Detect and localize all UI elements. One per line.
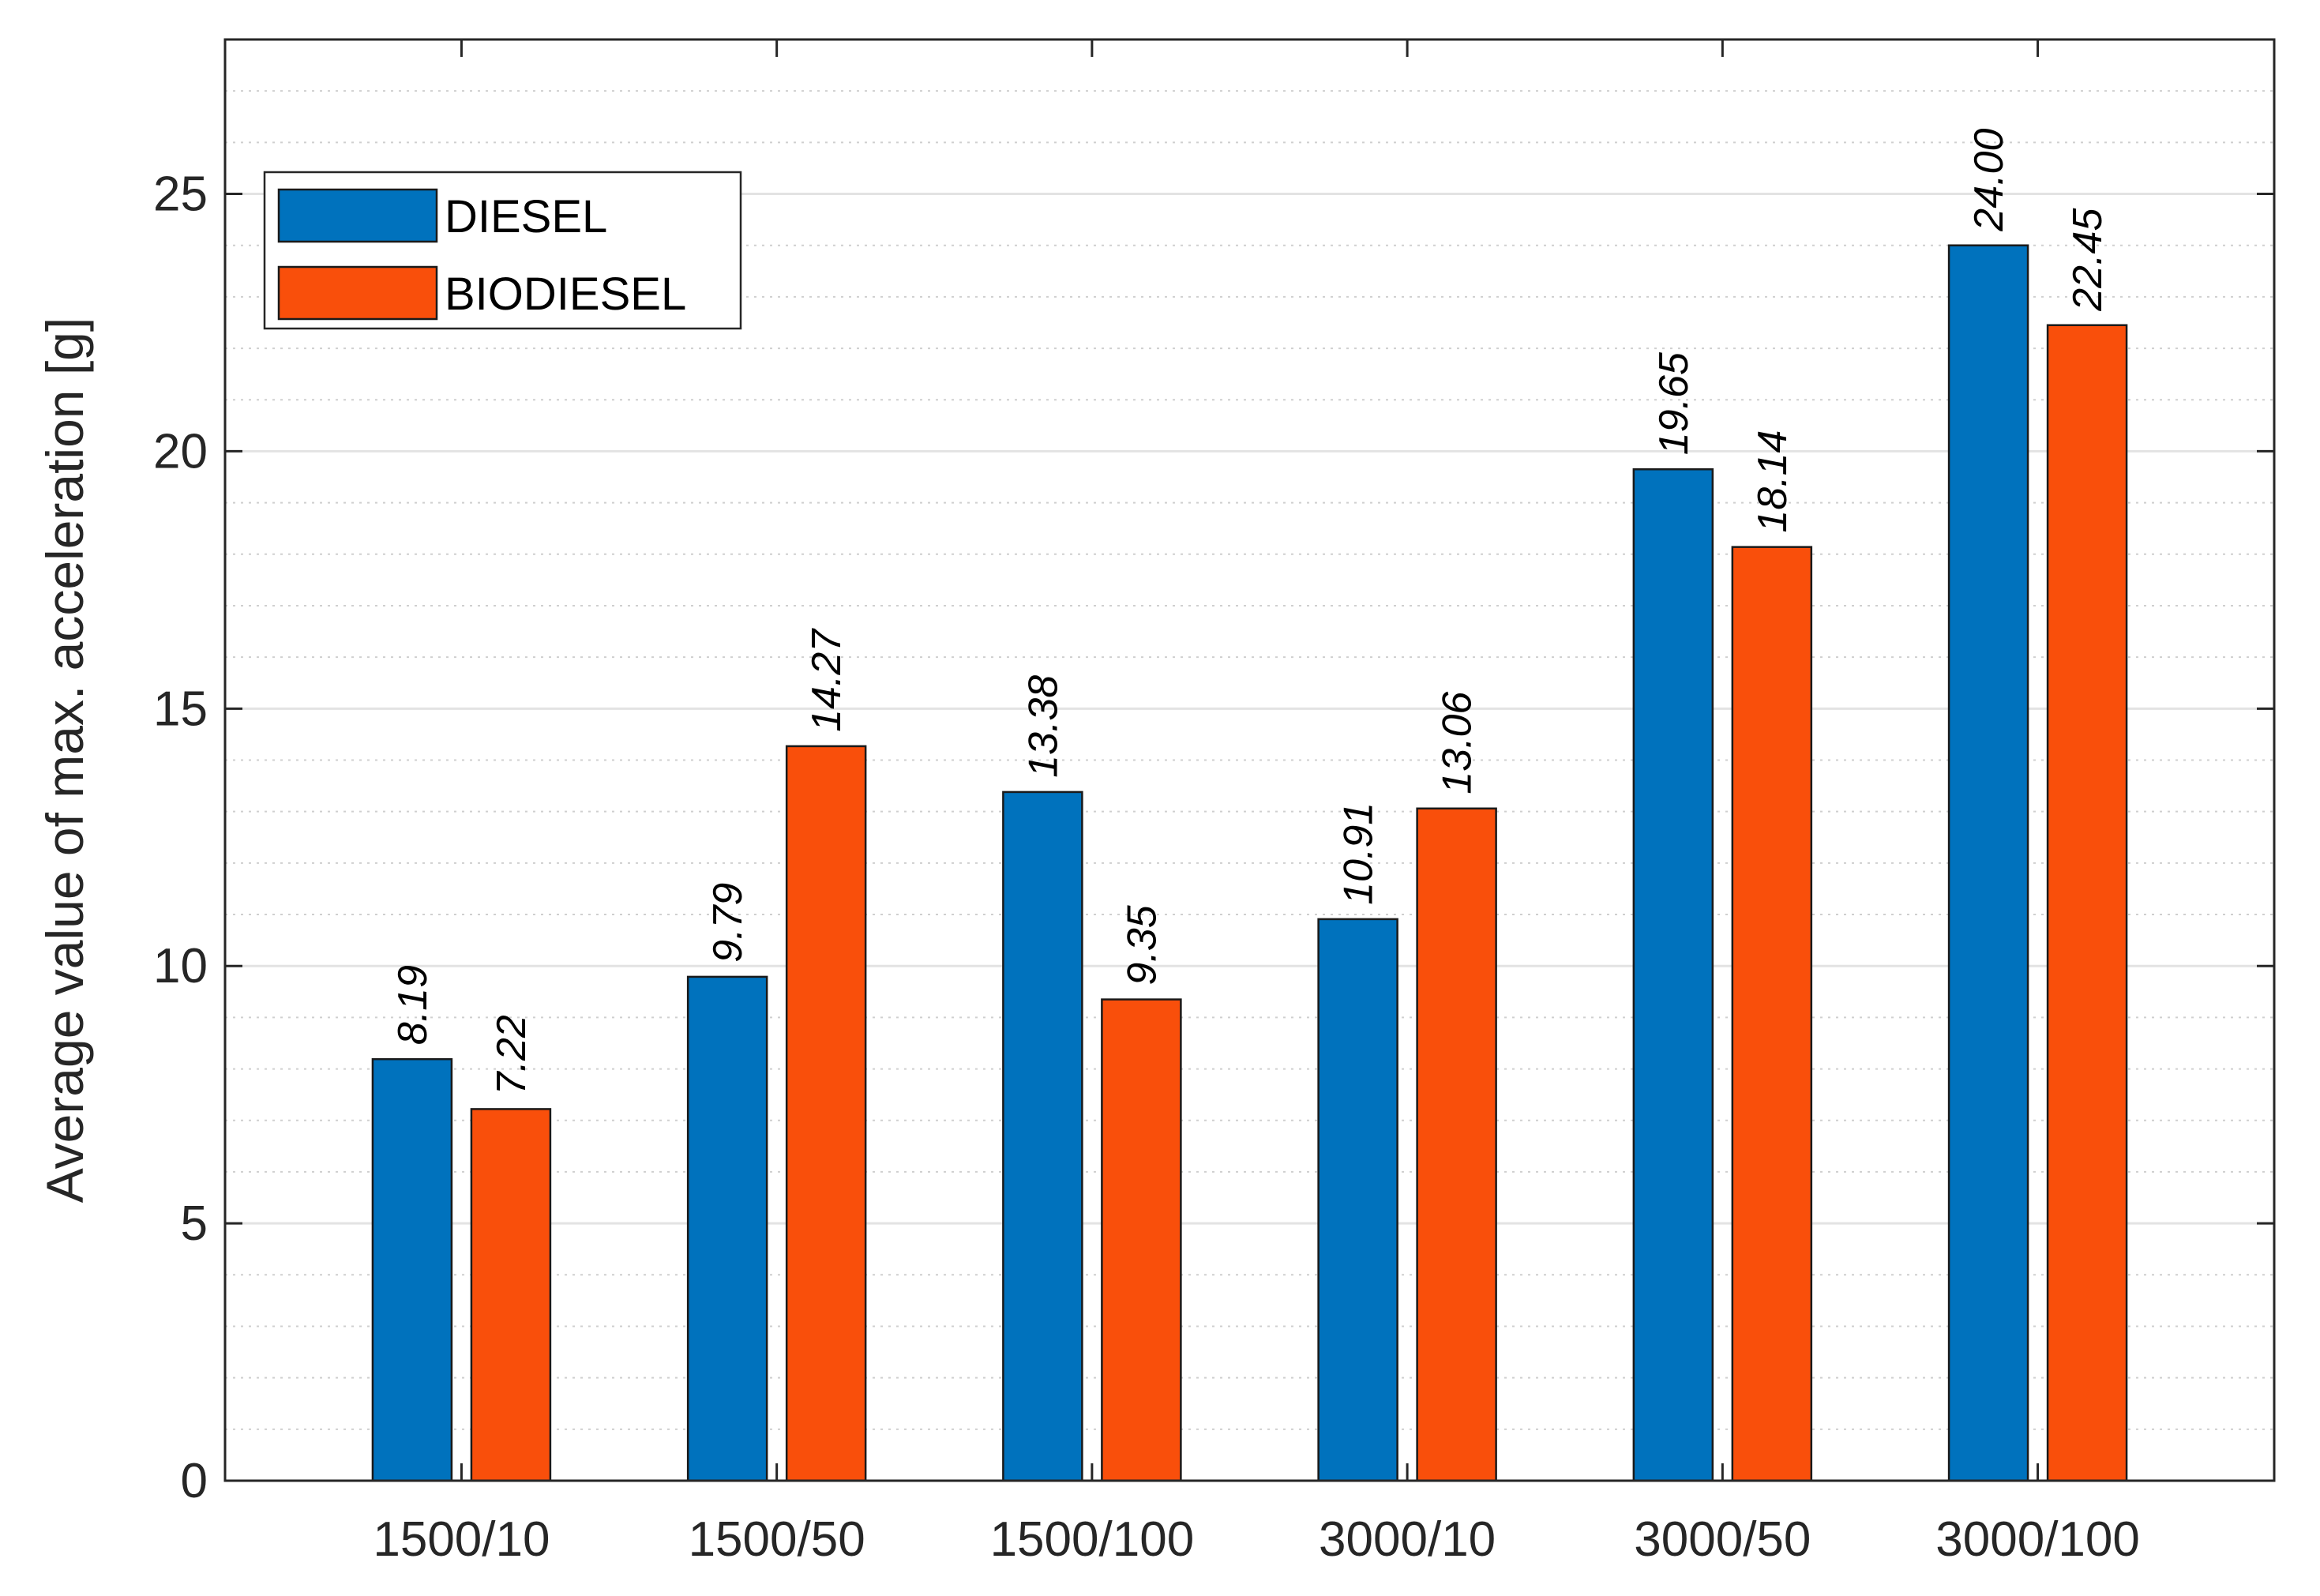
data-label: 9.79 <box>705 883 751 963</box>
y-tick-label: 5 <box>181 1196 208 1251</box>
y-tick-label: 25 <box>153 167 208 222</box>
bar-biodiesel-3000-50 <box>1731 546 1813 1482</box>
legend-label-biodiesel: BIODIESEL <box>445 269 686 320</box>
y-tick-label: 20 <box>153 424 208 479</box>
x-tick-labels: 1500/10 1500/50 1500/100 3000/10 3000/50 3000… <box>373 1512 2140 1567</box>
legend-swatch-biodiesel <box>277 265 438 321</box>
axis-ticks <box>225 39 2274 1482</box>
y-axis-title: Average value of max. acceleration [g] <box>36 317 94 1203</box>
x-tick-label: 3000/10 <box>1319 1512 1496 1567</box>
data-label: 24.00 <box>1966 129 2012 232</box>
x-tick-label: 1500/10 <box>373 1512 550 1567</box>
y-tick-label: 10 <box>153 939 208 993</box>
legend: DIESEL BIODIESEL <box>263 171 742 330</box>
plot-frame <box>223 38 2276 1482</box>
x-tick-label: 1500/100 <box>990 1512 1195 1567</box>
data-label: 8.19 <box>390 965 436 1045</box>
bar-biodiesel-1500-100 <box>1101 998 1182 1482</box>
data-label: 13.38 <box>1020 675 1066 778</box>
y-tick-label: 15 <box>153 682 208 736</box>
bar-diesel-3000-50 <box>1632 468 1714 1482</box>
x-tick-label: 3000/50 <box>1634 1512 1811 1567</box>
data-label: 13.06 <box>1435 692 1481 794</box>
bar-biodiesel-1500-50 <box>785 745 867 1482</box>
data-label: 9.35 <box>1119 904 1165 985</box>
bar-biodiesel-3000-100 <box>2046 324 2128 1482</box>
minor-grid <box>225 90 2274 1430</box>
y-tick-labels: 0 5 10 15 20 25 <box>153 167 208 1508</box>
data-label: 7.22 <box>489 1015 535 1095</box>
data-label: 10.91 <box>1336 802 1382 905</box>
bar-biodiesel-1500-10 <box>470 1108 552 1482</box>
bar-diesel-1500-10 <box>371 1057 453 1482</box>
bar-biodiesel-3000-10 <box>1416 807 1497 1482</box>
data-label: 18.14 <box>1750 430 1796 533</box>
bar-diesel-1500-100 <box>1002 790 1083 1482</box>
data-labels: 8.19 7.22 9.79 14.27 13.38 9.35 10.91 13.06 19.6… <box>390 129 2111 1095</box>
data-label: 22.45 <box>2065 208 2111 312</box>
x-tick-label: 3000/100 <box>1935 1512 2140 1567</box>
legend-swatch-diesel <box>277 188 438 243</box>
bars <box>371 244 2128 1482</box>
data-label: 19.65 <box>1651 351 1697 455</box>
x-tick-label: 1500/50 <box>689 1512 865 1567</box>
bar-diesel-3000-10 <box>1317 918 1398 1482</box>
bar-diesel-1500-50 <box>686 975 768 1482</box>
legend-label-diesel: DIESEL <box>445 191 607 242</box>
bar-diesel-3000-100 <box>1947 244 2029 1482</box>
y-tick-label: 0 <box>181 1454 208 1508</box>
data-label: 14.27 <box>804 628 850 732</box>
